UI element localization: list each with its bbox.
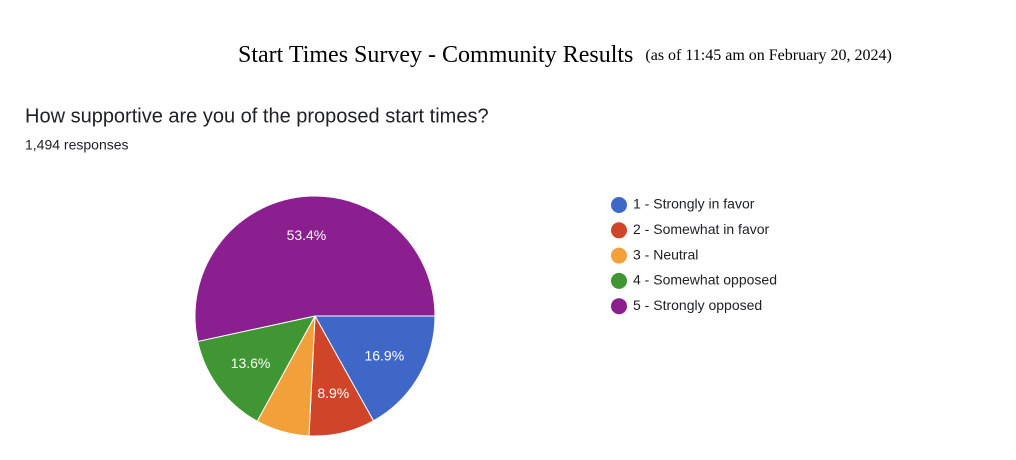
- pie-slice: [194, 195, 436, 343]
- legend-swatch: [611, 247, 627, 264]
- chart-title-line: Start Times Survey - Community Results (…: [238, 42, 892, 68]
- legend-label: 3 - Neutral: [633, 246, 698, 262]
- data-label: 53.4%: [287, 227, 327, 243]
- legend-label: 1 - Strongly in favor: [633, 196, 755, 212]
- legend-label: 2 - Somewhat in favor: [633, 221, 770, 237]
- legend-label: 4 - Somewhat opposed: [633, 272, 777, 288]
- question-title: How supportive are you of the proposed s…: [25, 105, 489, 127]
- legend-swatch: [611, 272, 627, 289]
- chart-title: Start Times Survey - Community Results: [238, 42, 633, 68]
- response-count: 1,494 responses: [25, 137, 129, 153]
- legend-swatch: [611, 298, 627, 315]
- legend-swatch: [611, 222, 627, 239]
- data-label: 16.9%: [364, 347, 404, 363]
- chart-subtitle: (as of 11:45 am on February 20, 2024): [645, 47, 891, 64]
- data-label: 8.9%: [317, 385, 349, 401]
- legend-swatch: [611, 197, 627, 213]
- pie-slice: [314, 315, 436, 422]
- legend-label: 5 - Strongly opposed: [633, 297, 762, 313]
- pie-slice: [197, 315, 316, 422]
- data-label: 13.6%: [231, 355, 271, 371]
